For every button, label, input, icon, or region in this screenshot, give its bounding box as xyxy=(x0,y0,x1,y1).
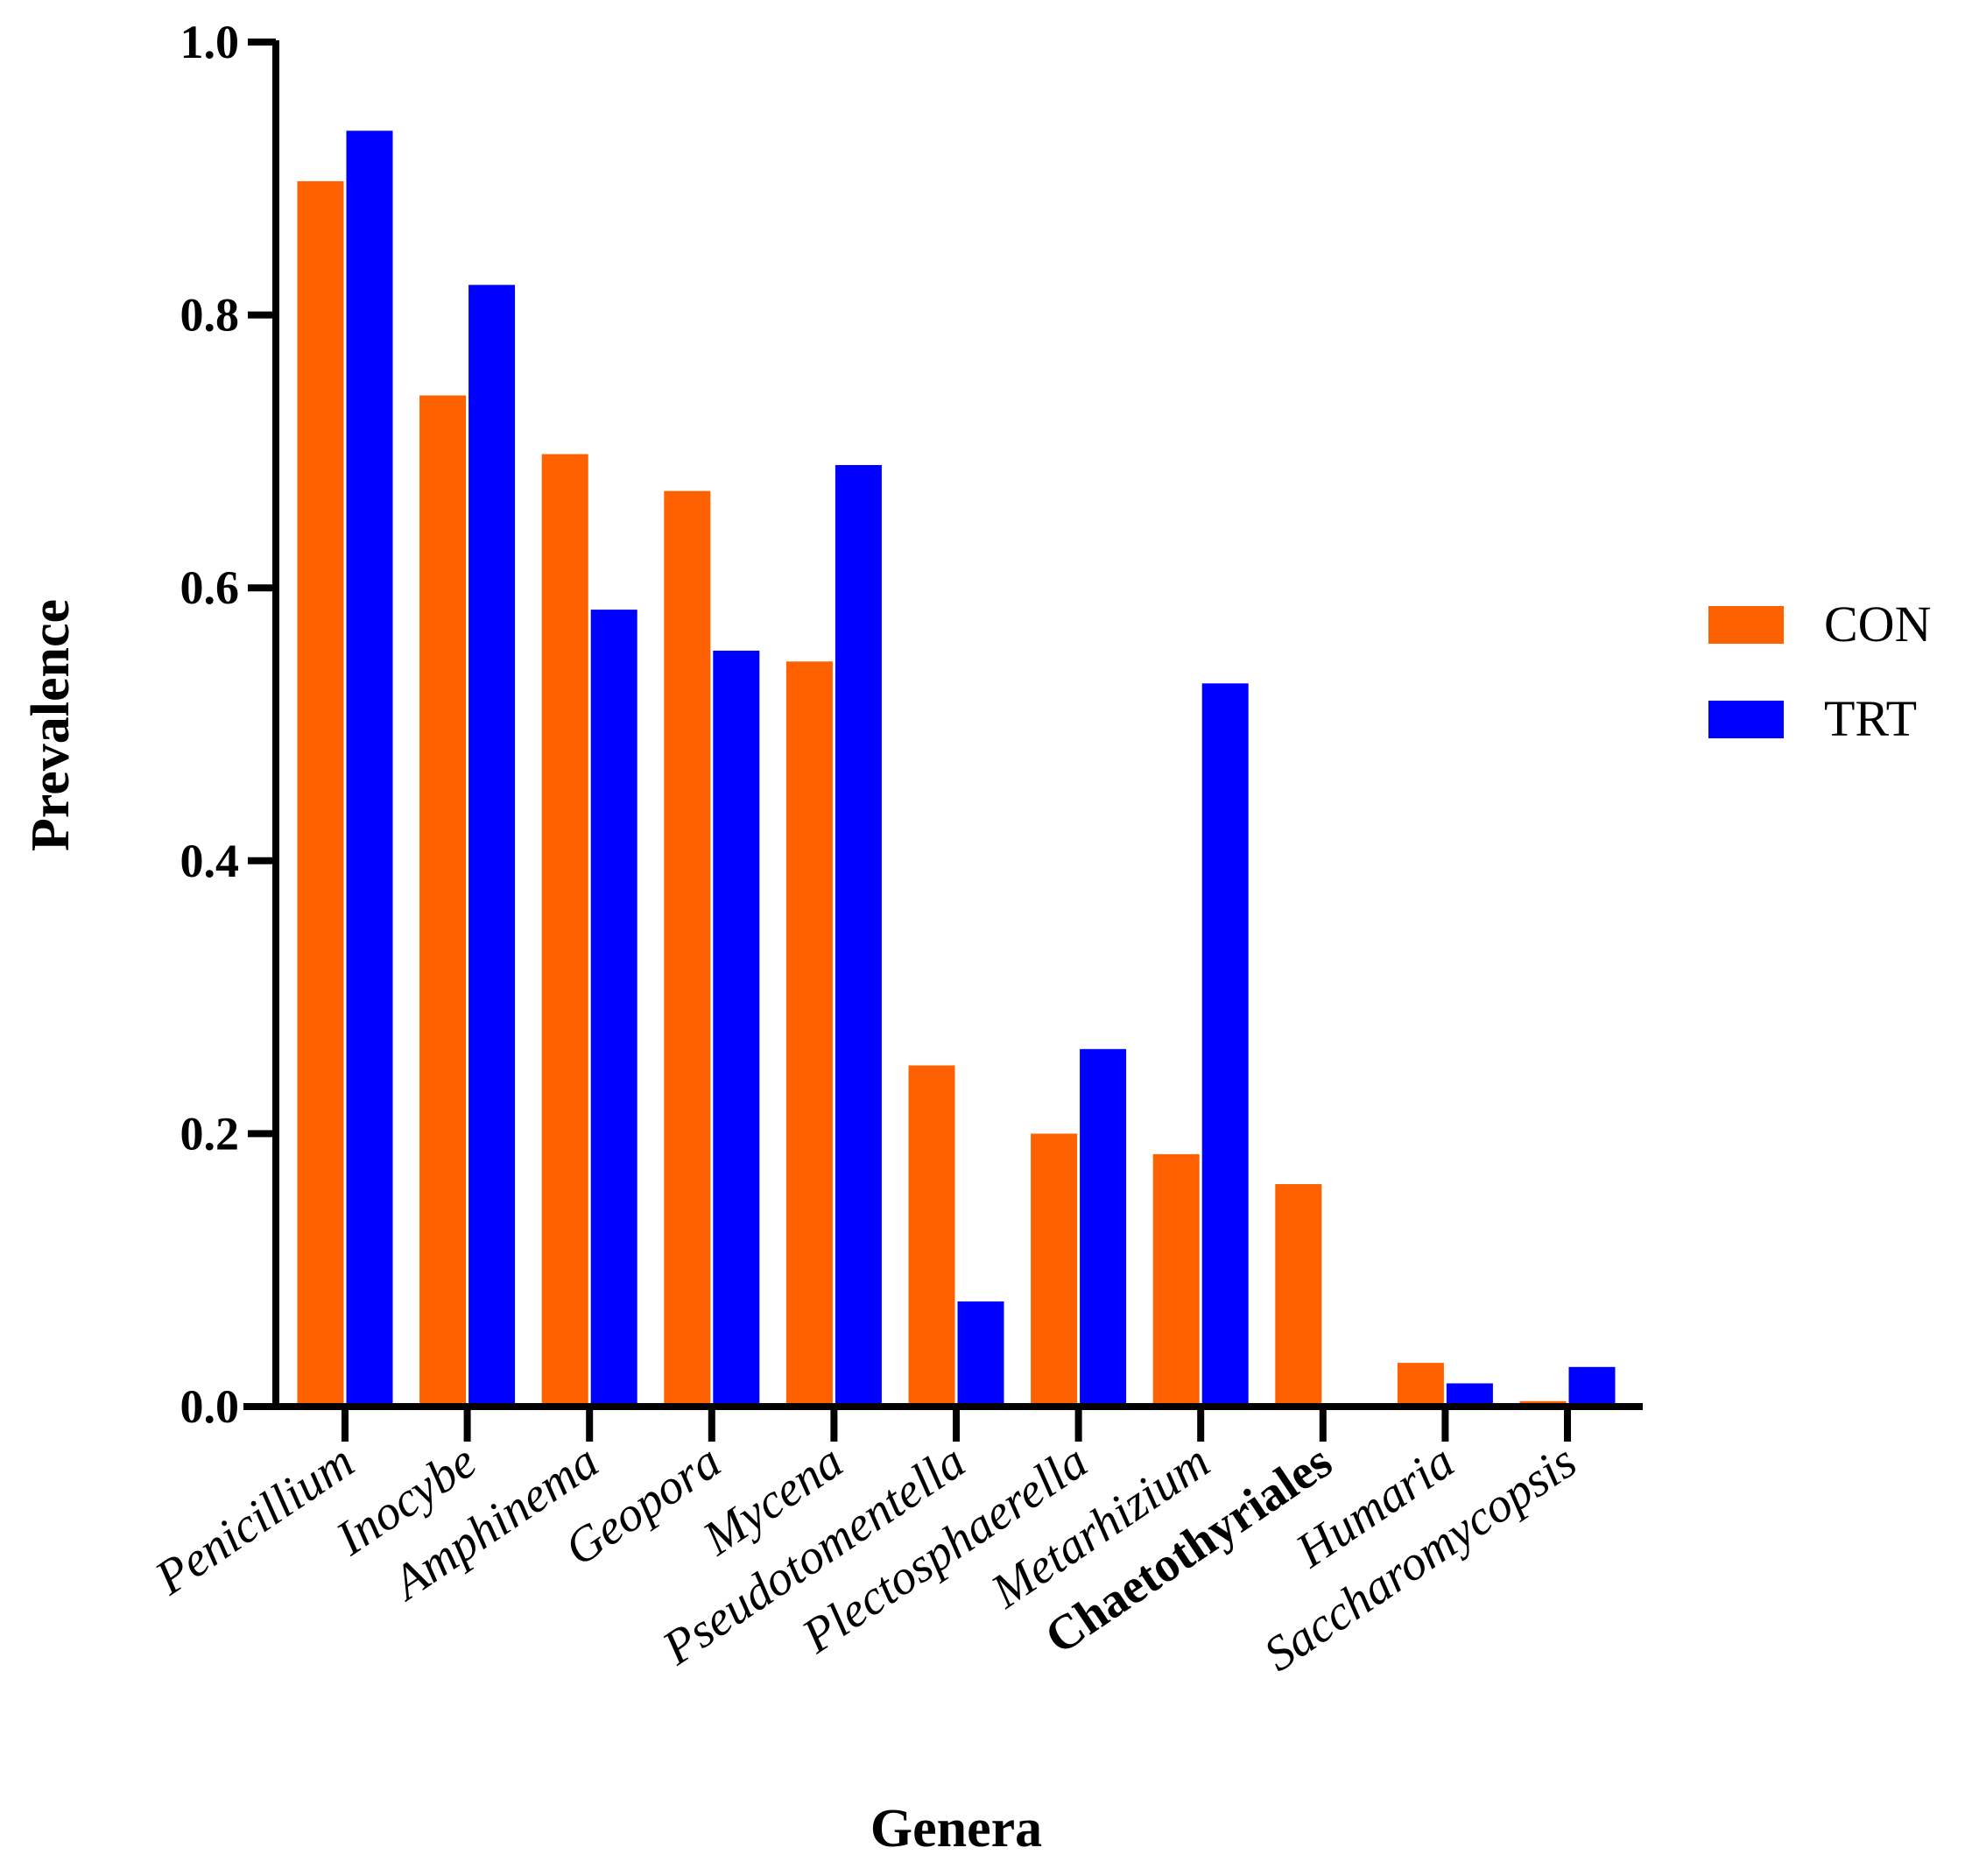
y-tick-label-0.0: 0.0 xyxy=(180,1380,240,1433)
bar-trt-penicillium xyxy=(346,130,393,1407)
bar-trt-plectosphaerella xyxy=(1080,1048,1127,1407)
bar-con-amphinema xyxy=(541,454,588,1407)
bars-layer xyxy=(297,130,1616,1407)
bar-con-mycena xyxy=(785,661,833,1407)
legend: CON TRT xyxy=(1708,596,1931,747)
y-tick-label-1.0: 1.0 xyxy=(180,16,240,68)
legend-swatch-con xyxy=(1708,606,1784,644)
legend-swatch-trt xyxy=(1708,701,1784,738)
legend-label-trt: TRT xyxy=(1824,690,1917,747)
y-tick-label-0.8: 0.8 xyxy=(180,289,240,342)
bar-trt-humaria xyxy=(1446,1383,1493,1407)
axes-layer xyxy=(243,39,1643,1442)
bar-con-humaria xyxy=(1397,1363,1444,1407)
bar-con-metarhizium xyxy=(1152,1153,1200,1407)
bar-con-geopora xyxy=(664,490,711,1407)
bar-con-chaetothyriales xyxy=(1275,1184,1322,1407)
y-tick-label-0.6: 0.6 xyxy=(180,561,240,614)
x-axis-title: Genera xyxy=(870,1799,1042,1858)
y-tick-label-0.4: 0.4 xyxy=(180,835,240,887)
y-axis-title: Prevalence xyxy=(21,599,81,851)
bar-trt-pseudotomentella xyxy=(957,1301,1004,1407)
bar-trt-metarhizium xyxy=(1201,683,1249,1407)
bar-con-penicillium xyxy=(297,180,344,1407)
bar-con-pseudotomentella xyxy=(908,1065,955,1407)
y-tick-label-0.2: 0.2 xyxy=(180,1107,240,1160)
bar-trt-inocybe xyxy=(468,285,516,1407)
bar-trt-geopora xyxy=(713,650,760,1407)
bar-con-inocybe xyxy=(419,395,467,1407)
bar-trt-mycena xyxy=(835,465,882,1407)
bar-con-plectosphaerella xyxy=(1031,1133,1078,1407)
bar-trt-amphinema xyxy=(590,610,637,1407)
legend-label-con: CON xyxy=(1824,596,1931,652)
bar-trt-saccharomycopsis xyxy=(1568,1366,1616,1407)
